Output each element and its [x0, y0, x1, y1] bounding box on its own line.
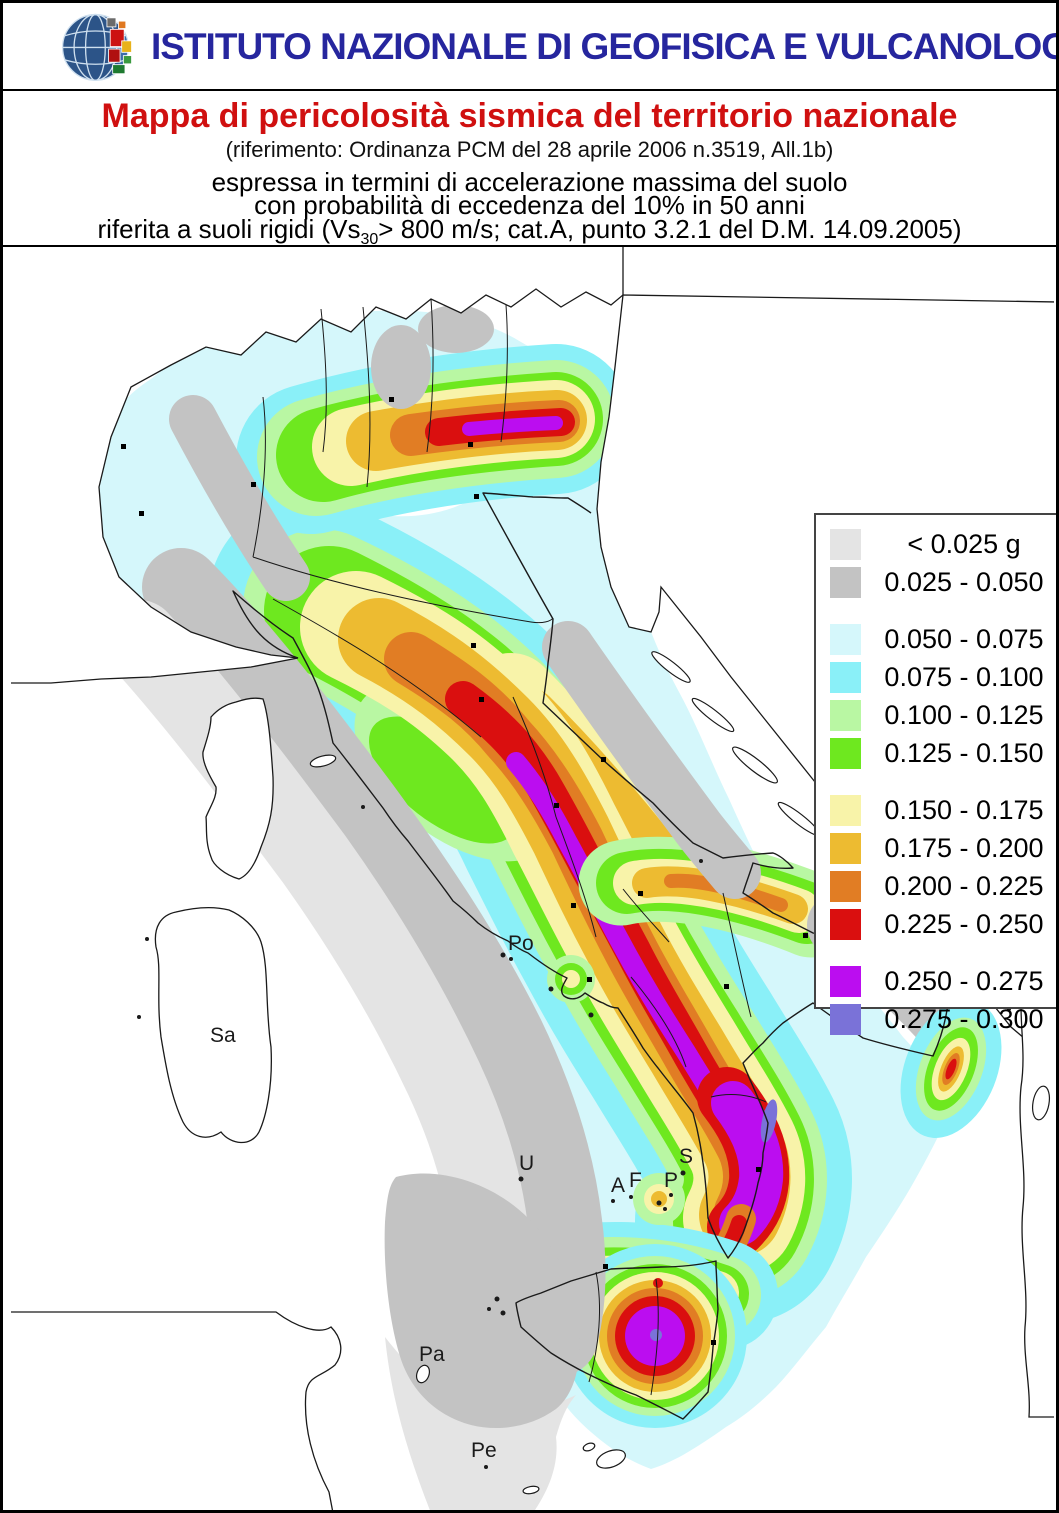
legend-swatch	[830, 965, 861, 997]
legend-row: 0.150 - 0.175	[830, 791, 1056, 829]
map-subtitle-3: riferita a suoli rigidi (Vs30> 800 m/s; …	[97, 214, 962, 249]
legend-label: 0.150 - 0.175	[884, 794, 1044, 825]
map-legend: < 0.025 g 0.025 - 0.050 0.050 - 0.075 0.075…	[814, 513, 1056, 1035]
legend-swatch	[830, 1003, 861, 1035]
legend-row: 0.250 - 0.275	[830, 962, 1056, 1000]
hazard-map-svg: Sa Po U A F PS Pa Pe	[11, 247, 1054, 1510]
legend-label: 0.225 - 0.250	[884, 908, 1044, 939]
legend-row: 0.050 - 0.075	[830, 620, 1056, 658]
legend-swatch	[830, 699, 861, 731]
legend-row: 0.025 - 0.050	[830, 563, 1056, 601]
legend-label: 0.175 - 0.200	[884, 832, 1044, 863]
legend-row: 0.125 - 0.150	[830, 734, 1056, 772]
legend-row: 0.275 - 0.300	[830, 1000, 1056, 1038]
legend-swatch	[830, 870, 861, 902]
ingv-logo-icon	[61, 13, 132, 81]
map-subtitle-2: con probabilità di eccedenza del 10% in …	[254, 190, 805, 220]
legend-label: 0.050 - 0.075	[884, 623, 1044, 654]
legend-row: < 0.025 g	[830, 525, 1056, 563]
legend-row: 0.175 - 0.200	[830, 829, 1056, 867]
island-label-Pa: Pa	[419, 1343, 445, 1366]
legend-row: 0.100 - 0.125	[830, 696, 1056, 734]
island-label-S: S	[679, 1145, 693, 1168]
map-title: Mappa di pericolosità sismica del territ…	[101, 97, 958, 135]
legend-swatch	[830, 566, 861, 598]
island-label-P: P	[664, 1169, 678, 1192]
legend-swatch	[830, 794, 861, 826]
legend-swatch	[830, 528, 861, 560]
map-reference: (riferimento: Ordinanza PCM del 28 april…	[225, 137, 834, 162]
legend-swatch	[830, 623, 861, 655]
legend-swatch	[830, 832, 861, 864]
legend-label: < 0.025 g	[907, 528, 1021, 559]
map-island-labels: Sa Po U A F PS Pa Pe	[210, 932, 693, 1462]
legend-label: 0.125 - 0.150	[884, 737, 1044, 768]
legend-label: 0.100 - 0.125	[884, 699, 1044, 730]
title-block: Mappa di pericolosità sismica del territ…	[3, 93, 1056, 249]
legend-row: 0.075 - 0.100	[830, 658, 1056, 696]
island-label-Sa: Sa	[210, 1024, 236, 1047]
island-label-A: A	[611, 1174, 625, 1197]
legend-label: 0.075 - 0.100	[884, 661, 1044, 692]
island-label-Po: Po	[508, 932, 534, 955]
island-label-Pe: Pe	[471, 1439, 497, 1462]
legend-row: 0.200 - 0.225	[830, 867, 1056, 905]
legend-label: 0.025 - 0.050	[884, 566, 1044, 597]
legend-label: 0.275 - 0.300	[884, 1003, 1044, 1034]
legend-swatch	[830, 661, 861, 693]
institute-title: ISTITUTO NAZIONALE DI GEOFISICA E VULCAN…	[151, 26, 1059, 67]
header-bar: ISTITUTO NAZIONALE DI GEOFISICA E VULCAN…	[3, 3, 1056, 91]
legend-label: 0.200 - 0.225	[884, 870, 1044, 901]
legend-row: 0.225 - 0.250	[830, 905, 1056, 943]
island-label-F: F	[629, 1169, 642, 1192]
legend-label: 0.250 - 0.275	[884, 965, 1044, 996]
map-subtitle-1: espressa in termini di accelerazione mas…	[211, 167, 848, 197]
island-label-U: U	[519, 1152, 534, 1175]
hazard-map: Sa Po U A F P S Pa Pe < 0.025 g 0.025 - 0.050 0.05…	[11, 247, 1056, 1510]
legend-swatch	[830, 908, 861, 940]
legend-swatch	[830, 737, 861, 769]
